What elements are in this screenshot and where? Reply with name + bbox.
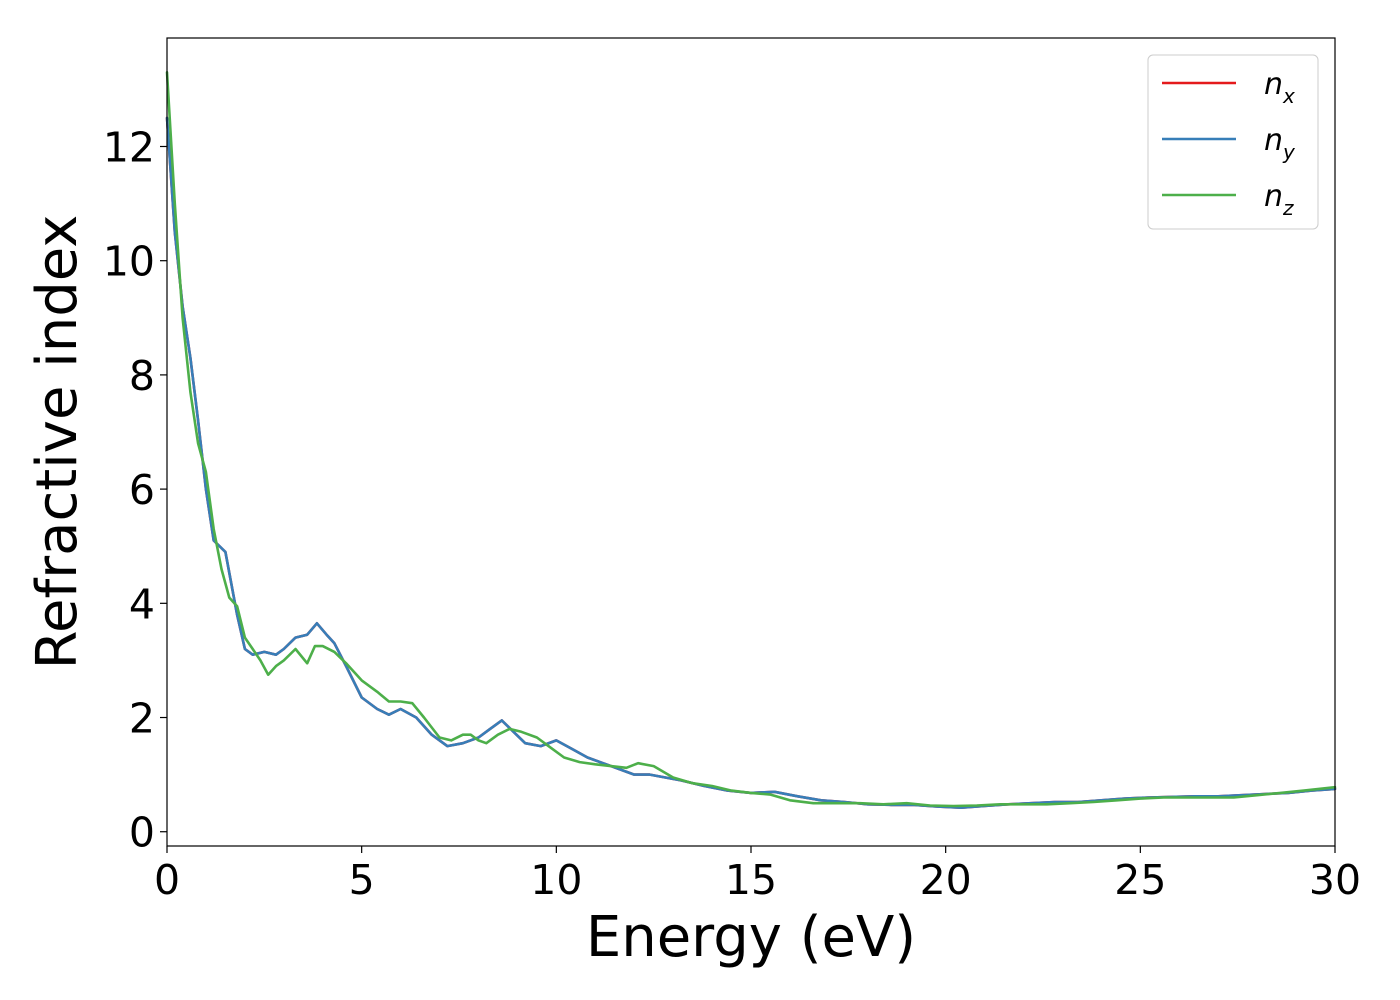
x-tick-label: 10 [530, 856, 582, 904]
series-line-z [165, 71, 1337, 808]
legend-label-z: nz [1264, 179, 1294, 220]
x-tick-label: 30 [1309, 856, 1361, 904]
legend-label-x: nx [1264, 67, 1295, 108]
y-tick-label: 8 [129, 352, 155, 400]
x-tick-label: 5 [349, 856, 375, 904]
series-line-y [165, 116, 1337, 810]
y-tick-label: 0 [129, 809, 155, 857]
legend: nx ny nz [1147, 54, 1319, 230]
x-axis-title: Energy (eV) [586, 905, 916, 970]
x-tick-label: 20 [920, 856, 972, 904]
x-tick-label: 0 [154, 856, 180, 904]
legend-box [1147, 54, 1319, 230]
legend-label-y: ny [1264, 123, 1296, 164]
x-tick-label: 25 [1114, 856, 1166, 904]
series-layer [165, 71, 1337, 810]
x-tick-label: 15 [725, 856, 777, 904]
y-axis-ticks: 0 2 4 6 8 10 12 [103, 123, 167, 857]
y-tick-label: 4 [129, 580, 155, 628]
y-tick-label: 12 [103, 123, 155, 171]
plot-area [167, 38, 1335, 846]
y-axis-title: Refractive index [25, 215, 90, 670]
x-axis-ticks: 0 5 10 15 20 25 30 [154, 846, 1361, 904]
y-tick-label: 2 [129, 695, 155, 743]
y-tick-label: 10 [103, 238, 155, 286]
y-tick-label: 6 [129, 466, 155, 514]
